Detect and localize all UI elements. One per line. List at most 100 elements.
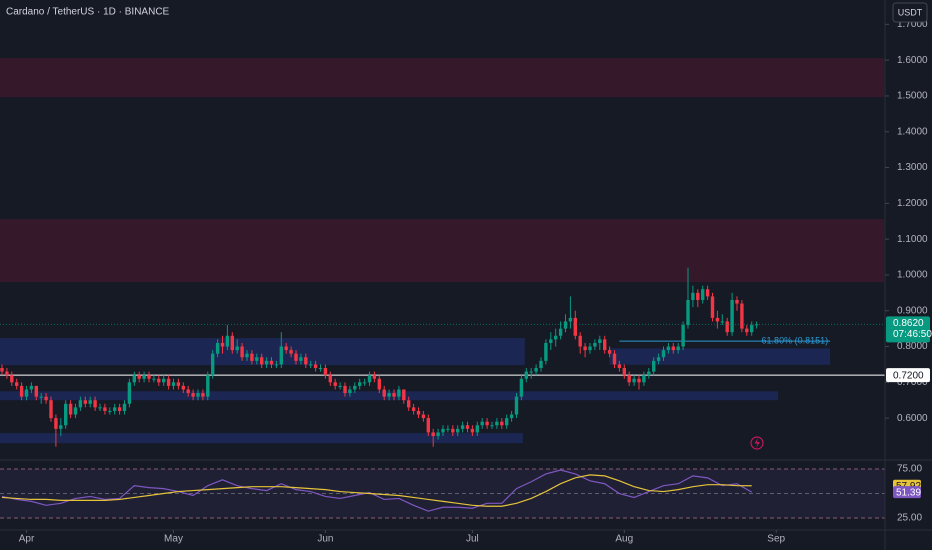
candle-body (730, 299, 734, 333)
candle-body (353, 385, 357, 390)
candle-body (725, 321, 729, 333)
candle-body (299, 357, 303, 361)
candle-body (255, 357, 259, 361)
candle-body (220, 342, 225, 347)
currency-button[interactable] (892, 2, 928, 23)
candle-body (264, 360, 269, 365)
candle-body (358, 382, 362, 386)
candle-body (206, 375, 210, 397)
candle-body (44, 396, 48, 401)
candle-body (622, 368, 626, 376)
candle-body (642, 375, 646, 383)
y-tick-label: 0.8000 (897, 341, 928, 352)
candle-body (240, 346, 244, 358)
candle-body (289, 350, 293, 354)
candle-body (671, 346, 675, 351)
candle-body (215, 342, 220, 354)
candle-body (117, 407, 122, 411)
candle-body (166, 378, 171, 386)
candle-body (333, 382, 337, 386)
rsi-pane (0, 468, 885, 519)
candle-body (524, 371, 528, 379)
candle-body (230, 335, 234, 351)
candle-body (15, 382, 19, 386)
candle-body (269, 360, 274, 365)
candle-body (431, 432, 435, 437)
candle-body (387, 393, 391, 397)
candle-body (274, 364, 279, 366)
y-tick-label: 0.7000 (897, 377, 928, 388)
candle-body (318, 368, 323, 369)
y-tick-label: 1.7000 (897, 19, 928, 30)
rsi-ma-line (1, 474, 752, 507)
candle-body (260, 357, 264, 365)
candle-body (603, 339, 607, 351)
candle-body (701, 289, 705, 300)
candle-body (612, 353, 617, 365)
candle-body (372, 375, 377, 379)
candle-body (558, 328, 563, 336)
rsi-line (1, 469, 752, 512)
rsi-value-box (893, 486, 921, 499)
candle-body (745, 328, 749, 333)
candle-body (539, 360, 543, 368)
candle-body (171, 382, 176, 386)
hline-label: 0.7200 (893, 370, 924, 381)
candle-body (656, 357, 661, 361)
candle-body (421, 414, 426, 419)
y-tick-label: 1.0000 (897, 270, 928, 281)
x-tick-label: Aug (615, 534, 633, 545)
candle-body (720, 321, 724, 323)
candle-body (495, 421, 499, 426)
candle-body (676, 346, 680, 351)
candle-body (98, 407, 102, 409)
candle-body (127, 382, 132, 404)
rsi-tick-label: 75.00 (897, 464, 922, 475)
x-tick-label: Jun (317, 534, 333, 545)
candle-body (500, 421, 504, 426)
candle-body (627, 375, 631, 383)
currency-label[interactable]: USDT (898, 7, 923, 17)
candle-body (534, 368, 538, 372)
candle-body (377, 378, 381, 390)
y-tick-label: 1.3000 (897, 162, 928, 173)
last-price-label: 0.8620 (893, 318, 924, 329)
zone (0, 58, 884, 98)
candle-body (509, 414, 514, 419)
candle-body (485, 421, 489, 426)
candle-body (382, 389, 386, 397)
candle-body (304, 357, 308, 365)
candle-body (93, 400, 97, 408)
candle-body (681, 325, 685, 347)
candle-body (740, 303, 744, 329)
candle-body (362, 382, 367, 384)
candle-body (588, 346, 592, 351)
candle-body (279, 346, 283, 365)
countdown-label: 07:46:50 (893, 329, 932, 340)
zone (0, 433, 523, 444)
candle-body (211, 353, 215, 376)
candle-body (313, 364, 318, 368)
candle-body (715, 317, 720, 322)
candle-body (78, 400, 83, 408)
candle-body (436, 432, 440, 437)
rsi-tick-label: 25.00 (897, 513, 922, 524)
candle-body (157, 378, 161, 383)
candle-body (456, 428, 460, 433)
candle-body (397, 389, 401, 397)
candle-body (705, 289, 710, 297)
candle-body (34, 385, 38, 397)
candle-body (54, 418, 58, 429)
candle-body (607, 350, 612, 354)
candle-body (294, 353, 298, 361)
candle-body (637, 378, 641, 383)
candle-body (750, 325, 754, 333)
candle-body (490, 425, 494, 427)
candle-body (250, 353, 254, 361)
hline-box (886, 368, 930, 383)
candle-body (186, 389, 190, 394)
candle-body (583, 346, 587, 351)
candle-body (411, 407, 416, 411)
